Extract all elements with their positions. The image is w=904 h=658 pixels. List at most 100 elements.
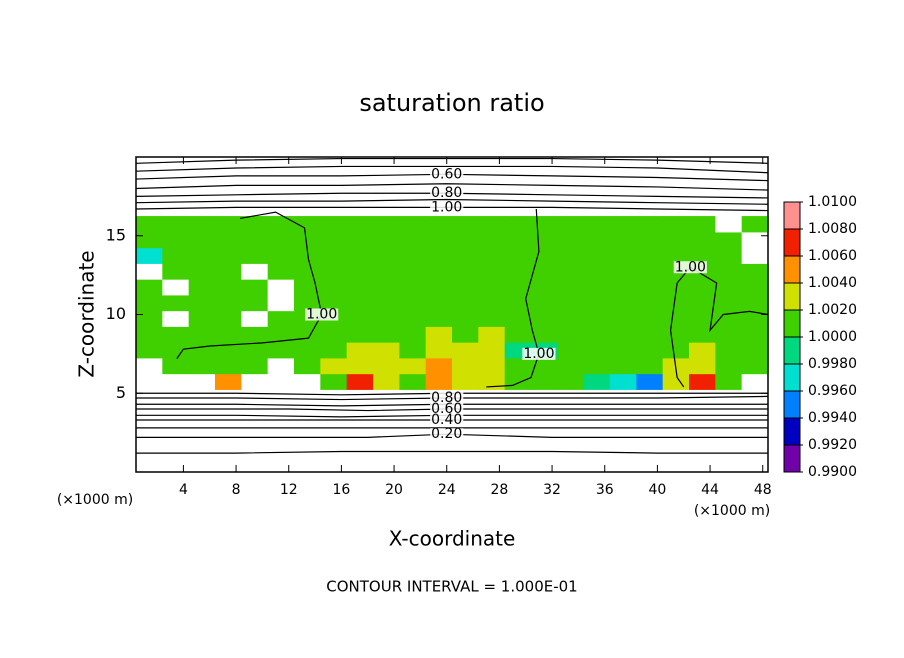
field-cell — [662, 216, 690, 233]
field-cell — [425, 216, 453, 233]
field-cell — [662, 373, 690, 390]
colorbar-band — [784, 418, 800, 445]
field-cell — [425, 373, 453, 390]
colorbar-band — [784, 229, 800, 256]
field-cell — [425, 310, 453, 327]
field-cell — [478, 357, 506, 375]
field-cell — [557, 373, 585, 390]
colorbar-band — [784, 283, 800, 310]
field-cell — [346, 247, 374, 264]
field-cell — [241, 231, 269, 249]
field-cell — [478, 263, 506, 280]
field-cell — [136, 279, 163, 296]
field-cell — [504, 373, 532, 390]
field-cell — [610, 357, 637, 375]
field-cell — [557, 310, 585, 327]
field-cell — [346, 373, 374, 390]
field-cell — [741, 373, 769, 390]
contour-label-bg — [430, 201, 464, 214]
field-cell — [294, 263, 321, 280]
field-cell — [136, 247, 163, 264]
field-cell — [478, 342, 506, 359]
contour-line — [136, 450, 768, 454]
field-cell — [504, 279, 532, 296]
field-cell — [715, 294, 743, 312]
field-cell — [215, 294, 242, 312]
field-cell — [689, 247, 716, 264]
field-cell — [531, 279, 558, 296]
field-cell — [162, 247, 190, 264]
x-unit-label: (×1000 m) — [57, 492, 133, 508]
x-tick-label: 4 — [179, 482, 188, 498]
x-tick-label: 40 — [648, 482, 666, 498]
field-cell — [689, 357, 716, 375]
field-cell — [557, 216, 585, 233]
field-cell — [689, 326, 716, 343]
contour-label-bg — [430, 428, 464, 441]
field-cell — [267, 231, 295, 249]
field-cell — [583, 294, 611, 312]
field-cell — [188, 231, 216, 249]
field-cell — [373, 216, 400, 233]
field-cell — [452, 342, 479, 359]
field-cell — [610, 231, 637, 249]
field-cell — [662, 310, 690, 327]
field-cell — [136, 357, 163, 375]
field-cell — [689, 294, 716, 312]
field-cell — [188, 357, 216, 375]
field-cell — [346, 326, 374, 343]
field-cell — [425, 294, 453, 312]
field-cell — [162, 294, 190, 312]
field-cell — [188, 326, 216, 343]
contour-label: 0.80 — [431, 390, 462, 406]
field-cell — [294, 216, 321, 233]
field-cell — [373, 231, 400, 249]
field-cell — [662, 294, 690, 312]
field-cell — [346, 342, 374, 359]
contour-label: 1.00 — [306, 307, 337, 323]
field-cell — [399, 231, 427, 249]
field-cell — [373, 294, 400, 312]
field-cell — [452, 357, 479, 375]
field-cell — [346, 357, 374, 375]
field-cell — [715, 373, 743, 390]
field-cell — [610, 263, 637, 280]
field-cell — [452, 326, 479, 343]
field-cell — [741, 310, 769, 327]
contour-label: 1.00 — [523, 346, 554, 362]
field-cell — [636, 294, 664, 312]
field-cell — [188, 294, 216, 312]
field-cell — [425, 247, 453, 264]
colorbar-tick-label: 0.9960 — [808, 383, 857, 399]
field-cell — [689, 373, 716, 390]
field-cell — [636, 326, 664, 343]
field-cell — [425, 279, 453, 296]
field-cell — [425, 263, 453, 280]
field-cell — [162, 357, 190, 375]
contour-label: 0.20 — [431, 426, 462, 442]
colorbar-tick-label: 1.0060 — [808, 248, 857, 264]
field-cell — [478, 247, 506, 264]
field-cell — [478, 231, 506, 249]
field-cell — [741, 326, 769, 343]
field-cell — [741, 279, 769, 296]
field-cell — [294, 326, 321, 343]
field-cell — [162, 326, 190, 343]
field-cell — [294, 294, 321, 312]
x-tick-label: 32 — [543, 482, 561, 498]
field-cell — [136, 231, 163, 249]
field-cell — [662, 342, 690, 359]
x-tick-label: 16 — [332, 482, 350, 498]
field-cell — [452, 279, 479, 296]
field-cell — [241, 310, 269, 327]
field-cell — [267, 279, 295, 296]
contour-line — [486, 208, 540, 388]
field-cell — [241, 357, 269, 375]
colorbar-tick-label: 1.0080 — [808, 221, 857, 237]
field-cell — [294, 357, 321, 375]
field-cell — [320, 263, 348, 280]
field-cell — [610, 373, 637, 390]
contour-line — [135, 198, 769, 205]
field-cell — [267, 326, 295, 343]
